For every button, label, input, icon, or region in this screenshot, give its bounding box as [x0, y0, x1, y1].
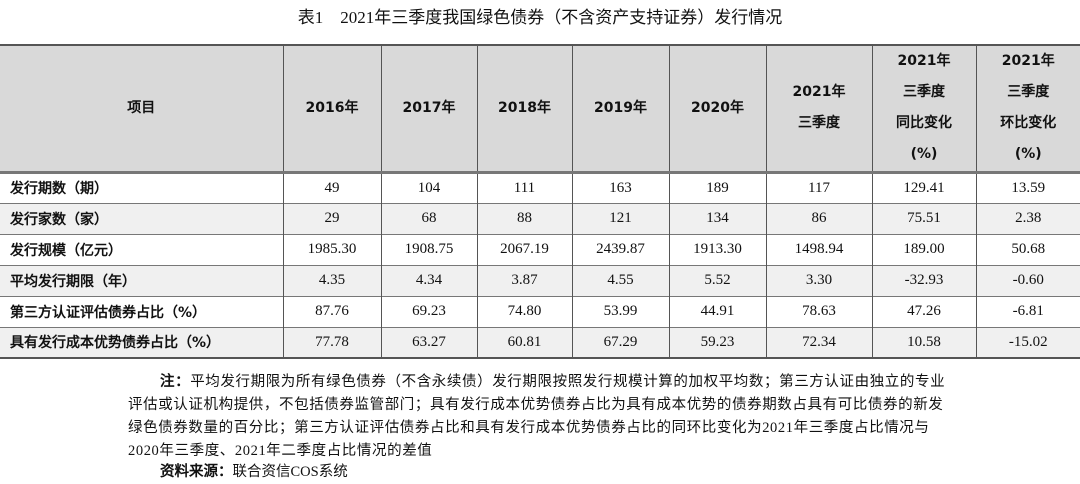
column-header-line: 同比变化	[896, 115, 952, 132]
source-text: 联合资信COS系统	[232, 464, 348, 480]
table-row: 平均发行期限（年） 4.35 4.34 3.87 4.55 5.52 3.30 -32.93-…	[0, 265, 1080, 296]
table-cell: 87.76	[282, 296, 382, 327]
table-cell: 117	[765, 172, 873, 203]
source-prefix: 资料来源：	[160, 464, 233, 480]
table-cell: 78.63	[765, 296, 873, 327]
table-cell: 68	[380, 203, 478, 234]
table-cell: 111	[476, 172, 573, 203]
table-cell: 63.27	[380, 327, 478, 358]
table-cell: 1908.75	[380, 234, 478, 265]
column-header: 2016年	[282, 45, 382, 172]
table-row: 发行家数（家） 29 68 88 121 134 86 75.51 2.38	[0, 203, 1080, 234]
table-cell: 134	[668, 203, 767, 234]
column-header-line: 三季度	[1007, 84, 1050, 101]
column-header-line: 2017年	[402, 99, 456, 116]
table-cell: 3.87	[476, 265, 573, 296]
table-cell: 74.80	[476, 296, 573, 327]
column-header-line: 2019年	[594, 99, 647, 116]
column-header-line: 2021年	[792, 84, 846, 101]
column-header: 2020年	[668, 45, 767, 172]
notes-text: 平均发行期限为所有绿色债券（不含永续债）发行期限按照发行规模计算的加权平均数；第…	[128, 374, 946, 459]
table-cell: 88	[476, 203, 573, 234]
header-row: 项目 2016年 2017年 2018年 2019年 2020年 2021年 三季度 2021年…	[0, 45, 1080, 172]
row-label: 发行规模（亿元）	[0, 234, 284, 265]
table-cell: 13.59	[975, 172, 1080, 203]
row-label: 第三方认证评估债券占比（%）	[0, 296, 284, 327]
table-cell: 53.99	[571, 296, 670, 327]
data-source: 资料来源：联合资信COS系统	[160, 460, 348, 481]
table-cell: 47.26	[871, 296, 977, 327]
table-cell: 72.34	[765, 327, 873, 358]
table-cell: 3.30	[765, 265, 873, 296]
table-cell: 129.41	[871, 172, 977, 203]
table-cell: 1913.30	[668, 234, 767, 265]
table-cell: 2067.19	[476, 234, 573, 265]
column-header: 2021年三季度环比变化 (%)	[975, 45, 1080, 172]
column-header: 项目	[0, 45, 284, 172]
column-header: 2018年	[476, 45, 573, 172]
column-header: 2021年三季度同比变化 (%)	[871, 45, 977, 172]
table-row: 具有发行成本优势债券占比（%） 77.78 63.27 60.81 67.29 59.23…	[0, 327, 1080, 358]
column-header: 2021年三季度	[765, 45, 873, 172]
table-cell: -32.93	[871, 265, 977, 296]
column-header-line: (%)	[1014, 146, 1042, 163]
table-cell: 4.55	[571, 265, 670, 296]
table-cell: 1498.94	[765, 234, 873, 265]
column-header-line: 2021年	[1001, 53, 1055, 70]
table-cell: 67.29	[571, 327, 670, 358]
table-cell: 121	[571, 203, 670, 234]
table-cell: 5.52	[668, 265, 767, 296]
row-label: 发行家数（家）	[0, 203, 284, 234]
column-header-line: 2016年	[305, 99, 359, 116]
column-header-line: 2018年	[498, 99, 551, 116]
table-cell: -0.60	[975, 265, 1080, 296]
column-header-line: 环比变化	[1000, 115, 1057, 132]
row-label: 平均发行期限（年）	[0, 265, 284, 296]
table-notes: 注：平均发行期限为所有绿色债券（不含永续债）发行期限按照发行规模计算的加权平均数…	[128, 371, 958, 463]
table-cell: 2.38	[975, 203, 1080, 234]
column-header-line: 2021年	[897, 53, 951, 70]
table-cell: 60.81	[476, 327, 573, 358]
column-header-line: 三季度	[798, 115, 840, 132]
table-title: 表1 2021年三季度我国绿色债券（不含资产支持证券）发行情况	[297, 8, 783, 27]
column-header: 2017年	[380, 45, 478, 172]
table-cell: 189	[668, 172, 767, 203]
table-cell: 77.78	[282, 327, 382, 358]
table-cell: 86	[765, 203, 873, 234]
table-cell: 49	[282, 172, 382, 203]
column-header-line: 三季度	[903, 84, 945, 101]
table-cell: 10.58	[871, 327, 977, 358]
table-cell: 29	[282, 203, 382, 234]
table-row: 第三方认证评估债券占比（%） 87.76 69.23 74.80 53.99 44.91 7…	[0, 296, 1080, 327]
table-cell: 59.23	[668, 327, 767, 358]
column-header-line: (%)	[910, 146, 938, 163]
table-cell: 75.51	[871, 203, 977, 234]
table-row: 发行规模（亿元） 1985.30 1908.75 2067.19 2439.87 1913…	[0, 234, 1080, 265]
table-row: 发行期数（期） 49 104 111 163 189 117 129.41 13.59	[0, 172, 1080, 203]
table-cell: 2439.87	[571, 234, 670, 265]
table-cell: 189.00	[871, 234, 977, 265]
table-cell: 4.35	[282, 265, 382, 296]
table-cell: 44.91	[668, 296, 767, 327]
table-cell: -6.81	[975, 296, 1080, 327]
column-header-line: 项目	[127, 99, 156, 116]
column-header-line: 2020年	[691, 99, 744, 116]
green-bond-issuance-table: 项目 2016年 2017年 2018年 2019年 2020年 2021年 三季度 2021年…	[0, 44, 1080, 359]
table-cell: -15.02	[975, 327, 1080, 358]
row-label: 发行期数（期）	[0, 172, 284, 203]
table-cell: 104	[380, 172, 478, 203]
notes-prefix: 注：	[160, 374, 191, 390]
row-label: 具有发行成本优势债券占比（%）	[0, 327, 284, 358]
table-cell: 4.34	[380, 265, 478, 296]
table-cell: 50.68	[975, 234, 1080, 265]
column-header: 2019年	[571, 45, 670, 172]
table-cell: 69.23	[380, 296, 478, 327]
table-cell: 1985.30	[282, 234, 382, 265]
table-cell: 163	[571, 172, 670, 203]
